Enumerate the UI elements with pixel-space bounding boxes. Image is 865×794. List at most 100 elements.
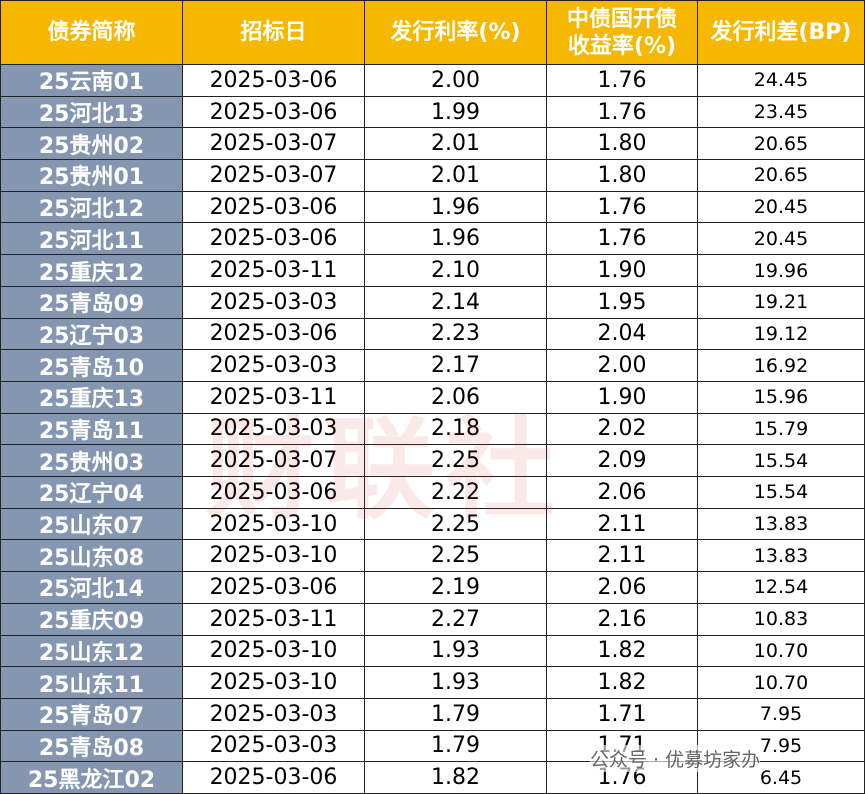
bond-name-cell: 25河北13 bbox=[0, 96, 183, 129]
data-cell: 2.22 bbox=[365, 477, 547, 509]
data-cell: 13.83 bbox=[698, 540, 865, 573]
bond-name-cell: 25重庆09 bbox=[0, 603, 183, 636]
bond-name-cell: 25贵州02 bbox=[0, 128, 183, 161]
data-cell: 1.93 bbox=[365, 667, 547, 699]
bond-name-cell: 25辽宁04 bbox=[0, 477, 183, 509]
bond-name-cell: 25青岛08 bbox=[0, 730, 183, 763]
data-cell: 1.71 bbox=[547, 730, 698, 763]
data-cell: 2.06 bbox=[365, 381, 547, 414]
data-cell: 2025-03-03 bbox=[183, 286, 365, 319]
data-cell: 2.04 bbox=[547, 318, 698, 351]
data-cell: 2.27 bbox=[365, 603, 547, 636]
data-cell: 2025-03-10 bbox=[183, 635, 365, 668]
data-cell: 12.54 bbox=[698, 572, 865, 604]
bond-name-cell: 25贵州01 bbox=[0, 160, 183, 192]
data-cell: 2.06 bbox=[547, 572, 698, 604]
data-cell: 2.17 bbox=[365, 350, 547, 382]
data-cell: 13.83 bbox=[698, 508, 865, 541]
bond-name-cell: 25青岛10 bbox=[0, 350, 183, 382]
data-cell: 1.76 bbox=[547, 223, 698, 256]
data-cell: 2.00 bbox=[547, 350, 698, 382]
data-cell: 10.70 bbox=[698, 667, 865, 699]
data-cell: 1.76 bbox=[547, 191, 698, 224]
data-cell: 2025-03-06 bbox=[183, 318, 365, 351]
data-cell: 1.76 bbox=[547, 65, 698, 97]
data-cell: 2.25 bbox=[365, 445, 547, 478]
data-cell: 7.95 bbox=[698, 698, 865, 731]
data-cell: 1.71 bbox=[547, 698, 698, 731]
header-cell: 招标日 bbox=[183, 0, 365, 65]
bond-name-cell: 25山东08 bbox=[0, 540, 183, 573]
header-text: 债券简称 bbox=[47, 20, 136, 45]
data-cell: 15.54 bbox=[698, 445, 865, 478]
data-cell: 19.21 bbox=[698, 286, 865, 319]
data-cell: 16.92 bbox=[698, 350, 865, 382]
header-text: 中债国开债 bbox=[566, 6, 677, 32]
data-cell: 1.95 bbox=[547, 286, 698, 319]
data-cell: 2.11 bbox=[547, 540, 698, 573]
bond-name-cell: 25山东12 bbox=[0, 635, 183, 668]
header-text: 招标日 bbox=[240, 20, 307, 45]
data-cell: 2025-03-06 bbox=[183, 572, 365, 604]
data-cell: 10.83 bbox=[698, 603, 865, 636]
data-cell: 2025-03-11 bbox=[183, 381, 365, 414]
data-cell: 1.82 bbox=[365, 762, 547, 794]
data-cell: 2025-03-06 bbox=[183, 96, 365, 129]
data-cell: 1.93 bbox=[365, 635, 547, 668]
data-cell: 2.01 bbox=[365, 160, 547, 192]
header-text: 发行利率(%) bbox=[390, 20, 521, 45]
bond-name-cell: 25云南01 bbox=[0, 65, 183, 97]
data-cell: 1.76 bbox=[547, 762, 698, 794]
data-cell: 2025-03-07 bbox=[183, 128, 365, 161]
data-cell: 7.95 bbox=[698, 730, 865, 763]
bond-name-cell: 25河北14 bbox=[0, 572, 183, 604]
data-cell: 20.65 bbox=[698, 128, 865, 161]
data-cell: 2.11 bbox=[547, 508, 698, 541]
bond-name-cell: 25重庆12 bbox=[0, 255, 183, 287]
data-cell: 2.00 bbox=[365, 65, 547, 97]
data-cell: 20.65 bbox=[698, 160, 865, 192]
header-text: 发行利差(BP) bbox=[710, 20, 852, 45]
data-cell: 2025-03-03 bbox=[183, 698, 365, 731]
data-cell: 2025-03-06 bbox=[183, 65, 365, 97]
bond-name-cell: 25黑龙江02 bbox=[0, 762, 183, 794]
data-cell: 2.02 bbox=[547, 413, 698, 446]
bond-name-cell: 25青岛11 bbox=[0, 413, 183, 446]
header-cell: 中债国开债 收益率(%) bbox=[547, 0, 698, 65]
data-cell: 1.96 bbox=[365, 223, 547, 256]
data-cell: 19.96 bbox=[698, 255, 865, 287]
data-cell: 2025-03-10 bbox=[183, 667, 365, 699]
data-cell: 2.09 bbox=[547, 445, 698, 478]
data-cell: 1.79 bbox=[365, 730, 547, 763]
data-cell: 2025-03-06 bbox=[183, 477, 365, 509]
data-cell: 2025-03-06 bbox=[183, 223, 365, 256]
data-cell: 2025-03-10 bbox=[183, 508, 365, 541]
data-cell: 2.06 bbox=[547, 477, 698, 509]
bond-name-cell: 25贵州03 bbox=[0, 445, 183, 478]
data-cell: 19.12 bbox=[698, 318, 865, 351]
data-cell: 2.01 bbox=[365, 128, 547, 161]
data-cell: 10.70 bbox=[698, 635, 865, 668]
bond-name-cell: 25青岛07 bbox=[0, 698, 183, 731]
data-cell: 2025-03-06 bbox=[183, 762, 365, 794]
data-cell: 2025-03-07 bbox=[183, 445, 365, 478]
data-cell: 2.18 bbox=[365, 413, 547, 446]
header-cell: 发行利差(BP) bbox=[698, 0, 865, 65]
data-cell: 2.10 bbox=[365, 255, 547, 287]
data-cell: 24.45 bbox=[698, 65, 865, 97]
data-cell: 1.99 bbox=[365, 96, 547, 129]
data-cell: 1.90 bbox=[547, 381, 698, 414]
data-cell: 6.45 bbox=[698, 762, 865, 794]
data-cell: 2025-03-03 bbox=[183, 730, 365, 763]
header-cell: 发行利率(%) bbox=[365, 0, 547, 65]
bond-name-cell: 25河北12 bbox=[0, 191, 183, 224]
data-cell: 2.16 bbox=[547, 603, 698, 636]
data-cell: 2.19 bbox=[365, 572, 547, 604]
header-cell: 债券简称 bbox=[0, 0, 183, 65]
data-cell: 1.82 bbox=[547, 667, 698, 699]
data-cell: 2025-03-03 bbox=[183, 413, 365, 446]
bond-name-cell: 25青岛09 bbox=[0, 286, 183, 319]
data-cell: 2025-03-03 bbox=[183, 350, 365, 382]
data-cell: 15.96 bbox=[698, 381, 865, 414]
bond-name-cell: 25山东07 bbox=[0, 508, 183, 541]
